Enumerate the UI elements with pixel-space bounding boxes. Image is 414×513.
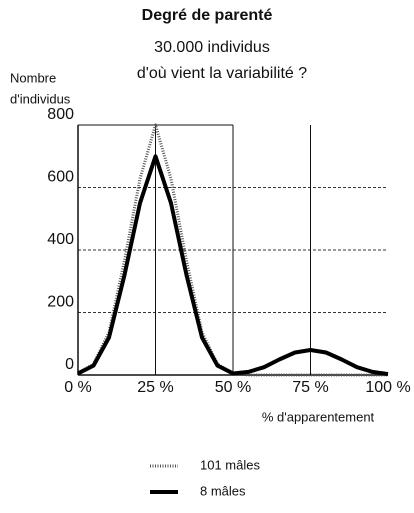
x-tick-label: 100 % <box>365 379 410 396</box>
legend-label: 101 mâles <box>200 457 260 472</box>
x-tick-label: 50 % <box>215 379 251 396</box>
x-tick-label: 0 % <box>64 379 92 396</box>
chart-subtitle: d'où vient la variabilité ? <box>137 65 307 82</box>
y-axis-label: Nombre <box>10 70 56 85</box>
y-axis-label: d'individus <box>10 91 71 106</box>
x-tick-label: 25 % <box>137 379 173 396</box>
y-tick-label: 800 <box>47 106 74 123</box>
series-line <box>77 123 388 377</box>
y-tick-label: 600 <box>47 169 74 186</box>
x-tick-label: 75 % <box>292 379 328 396</box>
x-axis-label: % d'apparentement <box>262 409 375 424</box>
y-tick-label: 0 <box>65 356 74 373</box>
y-tick-label: 200 <box>47 294 74 311</box>
legend-label: 8 mâles <box>200 483 246 498</box>
chart-title: Degré de parenté <box>142 7 273 24</box>
chart-subtitle: 30.000 individus <box>154 39 270 56</box>
series-line <box>77 154 389 377</box>
y-tick-label: 400 <box>47 231 74 248</box>
